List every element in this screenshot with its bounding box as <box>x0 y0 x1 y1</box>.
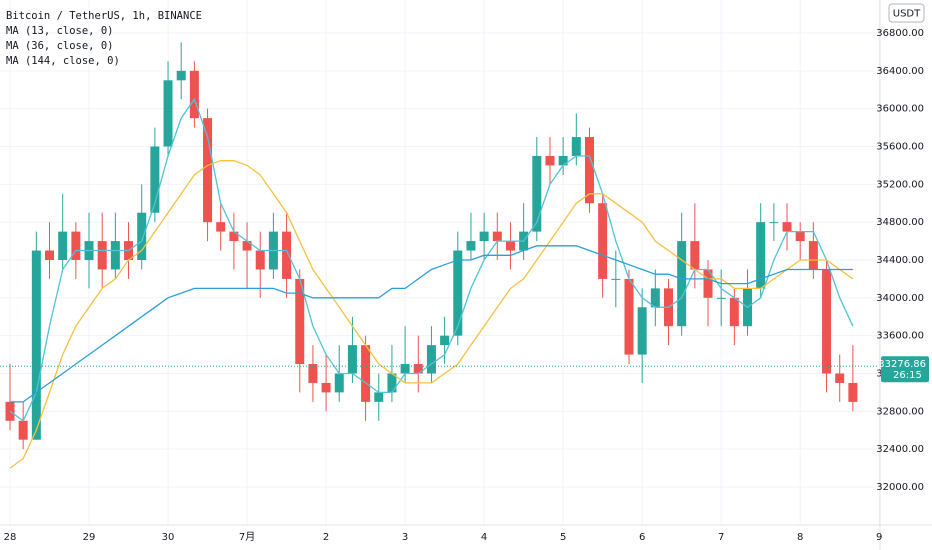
candle-body <box>413 364 423 374</box>
candle-body <box>308 364 318 383</box>
x-tick-label: 9 <box>876 532 882 543</box>
countdown: 26:15 <box>893 370 922 381</box>
candle-body <box>716 297 726 299</box>
last-price-label: 33276.86 <box>878 359 926 370</box>
candle-body <box>45 250 55 260</box>
candle-body <box>729 297 739 327</box>
y-tick-label: 34000.00 <box>876 293 924 304</box>
candle-body <box>466 241 476 251</box>
candle-body <box>795 231 805 242</box>
candle-body <box>492 231 502 242</box>
y-tick-label: 36000.00 <box>876 104 924 115</box>
candle-body <box>216 222 226 232</box>
candle-body <box>677 241 687 327</box>
candle-body <box>18 420 28 440</box>
candle-body <box>782 222 792 232</box>
candle-body <box>505 241 515 251</box>
legend-entry: MA (144, close, 0) <box>6 55 120 67</box>
candle-body <box>598 203 608 279</box>
x-tick-label: 6 <box>639 532 645 543</box>
candle-body <box>347 345 357 374</box>
candle-body <box>295 278 305 365</box>
candle-body <box>584 137 594 204</box>
candle-body <box>571 137 581 156</box>
ma-line <box>10 245 853 403</box>
candle-body <box>650 288 660 308</box>
candle-body <box>479 231 489 242</box>
candle-body <box>321 382 331 393</box>
candle-body <box>532 155 542 232</box>
candle-body <box>558 155 568 166</box>
candle-body <box>163 80 173 147</box>
candle-body <box>453 250 463 336</box>
candle-body <box>822 269 832 374</box>
x-tick-label: 28 <box>4 532 17 543</box>
candle-body <box>334 373 344 393</box>
x-tick-label: 7 <box>718 532 724 543</box>
candle-body <box>426 345 436 374</box>
candle-body <box>282 231 292 279</box>
x-tick-label: 7月 <box>239 531 255 543</box>
currency: USDT <box>893 9 921 20</box>
candle-body <box>255 250 265 270</box>
candle-body <box>71 231 81 260</box>
candle-body <box>835 373 845 383</box>
candle-body <box>624 278 634 355</box>
candle-body <box>387 373 397 393</box>
candle-body <box>769 222 779 224</box>
x-tick-label: 2 <box>323 532 329 543</box>
y-tick-label: 36800.00 <box>876 28 924 39</box>
x-tick-label: 30 <box>162 532 175 543</box>
candle-body <box>242 241 252 251</box>
chart-title: Bitcoin / TetherUS, 1h, BINANCE <box>6 10 202 22</box>
candle-body <box>203 118 213 223</box>
y-tick-label: 32400.00 <box>876 444 924 455</box>
x-tick-label: 3 <box>402 532 408 543</box>
x-tick-label: 4 <box>481 532 487 543</box>
candle-body <box>137 212 147 260</box>
candle-body <box>361 345 371 402</box>
candle-body <box>58 231 68 260</box>
candle-body <box>545 155 555 166</box>
candle-body <box>703 269 713 298</box>
candle-body <box>440 335 450 346</box>
y-tick-label: 35600.00 <box>876 142 924 153</box>
legend-entry: MA (36, close, 0) <box>6 40 113 52</box>
y-tick-label: 36400.00 <box>876 66 924 77</box>
y-tick-label: 34800.00 <box>876 217 924 228</box>
candle-body <box>808 241 818 270</box>
candle-body <box>637 307 647 355</box>
x-tick-label: 8 <box>797 532 803 543</box>
y-tick-label: 32800.00 <box>876 406 924 417</box>
y-tick-label: 33600.00 <box>876 331 924 342</box>
candle-body <box>848 382 858 402</box>
candle-body <box>756 222 766 289</box>
ma-line <box>9 160 854 469</box>
legend-entry: MA (13, close, 0) <box>6 25 113 37</box>
y-tick-label: 34400.00 <box>876 255 924 266</box>
candle-body <box>374 392 384 402</box>
candle-body <box>97 241 107 270</box>
candle-body <box>31 250 41 440</box>
last-price-badge <box>881 356 929 383</box>
candle-body <box>611 278 621 280</box>
candle-body <box>690 241 700 270</box>
candle-body <box>400 364 410 374</box>
y-tick-label: 32000.00 <box>876 482 924 493</box>
candle-body <box>189 70 199 119</box>
x-tick-label: 5 <box>560 532 566 543</box>
currency-badge[interactable] <box>888 3 925 23</box>
candle-body <box>176 70 186 81</box>
ma-line <box>9 97 854 422</box>
candle-body <box>150 146 160 213</box>
candle-body <box>229 231 239 242</box>
candle-body <box>110 241 120 270</box>
x-tick-label: 29 <box>83 532 96 543</box>
y-tick-label: 35200.00 <box>876 179 924 190</box>
